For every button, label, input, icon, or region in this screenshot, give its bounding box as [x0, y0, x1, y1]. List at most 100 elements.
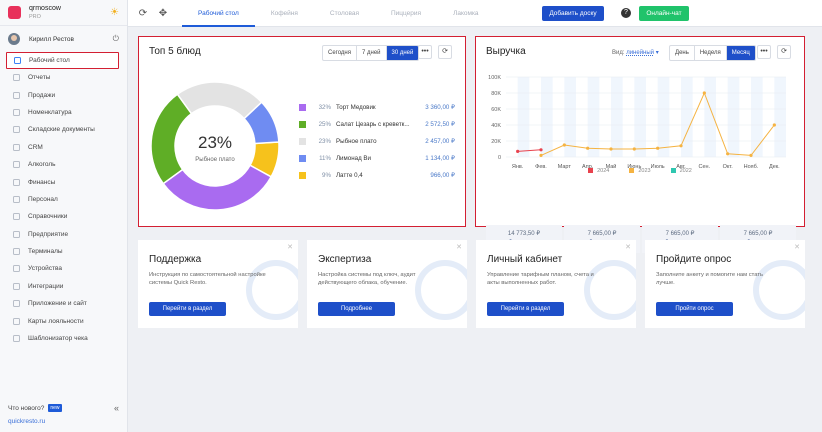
- top5-period-selector: Сегодня 7 дней 30 дней: [322, 45, 420, 61]
- enterprise-icon: [13, 230, 20, 238]
- revenue-period-1[interactable]: Неделя: [695, 46, 727, 60]
- legend-swatch: [299, 104, 306, 111]
- top5-refresh-icon[interactable]: ⟳: [438, 45, 452, 59]
- sidebar-item-6[interactable]: Алкоголь: [0, 156, 127, 173]
- sidebar-item-0[interactable]: Рабочий стол: [6, 52, 119, 69]
- legend-percent: 32%: [318, 104, 331, 111]
- legend-value: 3 360,00 ₽: [425, 104, 455, 111]
- crm-icon: [13, 143, 20, 151]
- revenue-period-2[interactable]: Месяц: [726, 46, 755, 60]
- tab-board-0[interactable]: Рабочий стол: [182, 0, 255, 27]
- sidebar-item-12[interactable]: Устройства: [0, 260, 127, 277]
- brand-name: qrmoscow: [29, 4, 61, 12]
- top5-period-0[interactable]: Сегодня: [323, 46, 357, 60]
- promo-card: ✕ Поддержка Инструкция по самостоятельной …: [138, 240, 298, 328]
- chart-column-band: [681, 77, 693, 157]
- add-board-button[interactable]: Добавить доску: [542, 6, 604, 21]
- brand-header[interactable]: qrmoscow PRO ☀: [0, 0, 127, 26]
- sidebar-item-14[interactable]: Приложение и сайт: [0, 295, 127, 312]
- chart-view-selector[interactable]: Вид: линейный ▾: [612, 49, 659, 56]
- sidebar-item-16[interactable]: Шаблонизатор чека: [0, 330, 127, 347]
- logout-icon[interactable]: ⏻: [112, 34, 119, 43]
- donut-center-label: Рыбное плато: [195, 157, 235, 163]
- sidebar-item-1[interactable]: Отчеты: [0, 69, 127, 86]
- tab-board-3[interactable]: Пиццерия: [391, 9, 422, 17]
- y-tick-label: 80K: [491, 91, 501, 97]
- sidebar-item-label: Интеграции: [28, 282, 64, 290]
- sidebar-item-2[interactable]: Продажи: [0, 86, 127, 103]
- site-link[interactable]: quickresto.ru: [8, 418, 46, 425]
- staff-icon: [13, 195, 20, 203]
- sidebar-item-7[interactable]: Финансы: [0, 173, 127, 190]
- sidebar-item-label: Устройства: [28, 265, 63, 273]
- legend-item-2024[interactable]: 2024: [588, 168, 609, 174]
- kpi-value: 7 665,00 ₽: [665, 231, 695, 237]
- sidebar-item-label: Продажи: [28, 91, 56, 99]
- help-icon[interactable]: ?: [621, 8, 631, 18]
- promo-button[interactable]: Пройти опрос: [656, 302, 733, 316]
- donut-slice-1[interactable]: [150, 93, 193, 185]
- promo-button[interactable]: Подробнее: [318, 302, 395, 316]
- top5-legend-row[interactable]: 11% Лимонад Ви 1 134,00 ₽: [299, 155, 455, 162]
- topbar: ⟳ ✥ Рабочий стол Кофейня Столовая Пиццерия Л…: [128, 0, 822, 27]
- sidebar-item-8[interactable]: Персонал: [0, 191, 127, 208]
- brand-plan: PRO: [29, 13, 41, 20]
- sidebar-item-5[interactable]: CRM: [0, 139, 127, 156]
- collapse-sidebar-icon[interactable]: «: [113, 403, 119, 413]
- board-tabs: Рабочий стол Кофейня Столовая Пиццерия Лаком…: [182, 0, 495, 27]
- close-icon[interactable]: ✕: [287, 244, 293, 251]
- revenue-refresh-icon[interactable]: ⟳: [777, 45, 791, 59]
- promo-button[interactable]: Перейти в раздел: [149, 302, 226, 316]
- tab-board-1[interactable]: Кофейня: [270, 9, 298, 17]
- sidebar-item-15[interactable]: Карты лояльности: [0, 312, 127, 329]
- sidebar-item-10[interactable]: Предприятие: [0, 226, 127, 243]
- kpi-value: 7 665,00 ₽: [743, 231, 773, 237]
- promo-text: Инструкция по самостоятельной настройке …: [149, 272, 266, 286]
- legend-item-2023[interactable]: 2023: [629, 168, 651, 174]
- promo-button[interactable]: Перейти в раздел: [487, 302, 564, 316]
- sidebar-item-11[interactable]: Терминалы: [0, 243, 127, 260]
- top5-legend-row[interactable]: 32% Торт Медовик 3 360,00 ₽: [299, 104, 455, 111]
- top5-legend-row[interactable]: 9% Латте 0,4 966,00 ₽: [299, 172, 455, 179]
- promo-illustration-icon: [246, 260, 298, 320]
- promo-title: Пройдите опрос: [656, 254, 732, 265]
- revenue-period-0[interactable]: День: [670, 46, 695, 60]
- refresh-icon[interactable]: ⟳: [138, 7, 148, 19]
- online-chat-button[interactable]: Онлайн-чат: [639, 6, 689, 21]
- tab-board-4[interactable]: Лакомка: [453, 9, 479, 17]
- revenue-more-icon[interactable]: •••: [757, 45, 771, 59]
- theme-toggle-icon[interactable]: ☀: [110, 7, 119, 18]
- top5-title: Топ 5 блюд: [149, 46, 201, 57]
- top5-legend-row[interactable]: 23% Рыбное плато 2 457,00 ₽: [299, 138, 455, 145]
- close-icon[interactable]: ✕: [625, 244, 631, 251]
- legend-swatch: [299, 138, 306, 145]
- y-tick-label: 20K: [491, 139, 501, 145]
- user-profile[interactable]: Кирилл Рестов ⏻: [0, 26, 127, 52]
- sidebar-item-3[interactable]: Номенклатура: [0, 104, 127, 121]
- sidebar-item-9[interactable]: Справочники: [0, 208, 127, 225]
- legend-label: 2023: [638, 168, 651, 174]
- close-icon[interactable]: ✕: [794, 244, 800, 251]
- legend-item-2022[interactable]: 2022: [670, 168, 692, 174]
- tab-board-2[interactable]: Столовая: [329, 9, 359, 17]
- promo-card: ✕ Экспертиза Настройка системы под ключ, а…: [307, 240, 467, 328]
- y-tick-label: 0: [498, 155, 501, 161]
- app-site-icon: [13, 300, 20, 308]
- legend-percent: 11%: [319, 155, 331, 162]
- top5-period-1[interactable]: 7 дней: [357, 46, 387, 60]
- promo-illustration-icon: [753, 260, 805, 320]
- sidebar-item-4[interactable]: Складские документы: [0, 121, 127, 138]
- promo-text: Управление тарифным планом, счета и акты…: [487, 272, 594, 286]
- top5-legend-row[interactable]: 25% Салат Цезарь с креветк... 2 572,50 ₽: [299, 121, 455, 128]
- close-icon[interactable]: ✕: [456, 244, 462, 251]
- promo-title: Поддержка: [149, 254, 202, 265]
- top5-more-icon[interactable]: •••: [418, 45, 432, 59]
- sidebar-item-label: Номенклатура: [28, 108, 72, 116]
- donut-slice-3[interactable]: [243, 101, 280, 145]
- sidebar-item-13[interactable]: Интеграции: [0, 278, 127, 295]
- top5-period-2[interactable]: 30 дней: [386, 46, 419, 60]
- move-icon[interactable]: ✥: [158, 7, 168, 19]
- chart-column-band: [564, 77, 576, 157]
- view-value: линейный: [626, 50, 655, 56]
- whats-new-link[interactable]: Что нового?: [8, 404, 45, 412]
